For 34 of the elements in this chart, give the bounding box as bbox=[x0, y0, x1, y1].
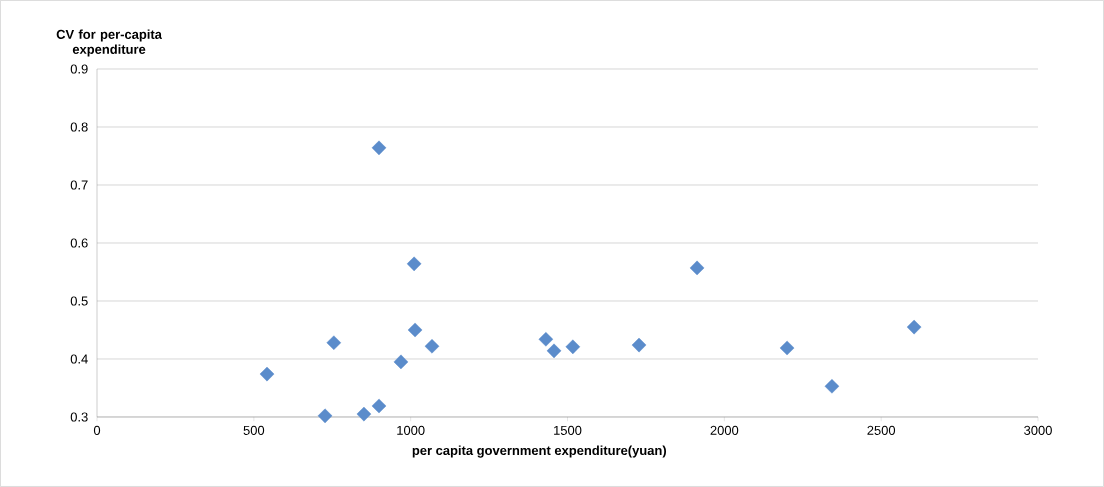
point bbox=[631, 337, 647, 353]
x-tick-label: 2500 bbox=[867, 425, 896, 435]
x-tick-label: 1000 bbox=[397, 425, 425, 435]
point bbox=[371, 140, 387, 156]
y-tick-label: 0.5 bbox=[70, 296, 88, 306]
y-tick-label: 0.8 bbox=[70, 122, 88, 132]
y-axis-title: CV for per-capita expenditure bbox=[56, 29, 162, 57]
point bbox=[371, 398, 387, 414]
point bbox=[906, 319, 922, 335]
x-axis-title: per capita government expenditure(yuan) bbox=[412, 445, 667, 458]
y-tick-label: 0.7 bbox=[70, 180, 88, 190]
x-tick-label: 3000 bbox=[1024, 425, 1052, 435]
x-tick-label: 2000 bbox=[710, 425, 739, 435]
y-tick-label: 0.4 bbox=[70, 354, 88, 364]
x-tick-label: 0 bbox=[93, 425, 101, 435]
point bbox=[407, 322, 423, 338]
point bbox=[689, 260, 705, 276]
point bbox=[259, 366, 275, 382]
y-tick-label: 0.6 bbox=[70, 238, 88, 248]
point bbox=[393, 354, 409, 370]
y-tick-label: 0.9 bbox=[70, 64, 88, 74]
point bbox=[406, 256, 422, 272]
point bbox=[317, 408, 333, 424]
point bbox=[565, 339, 581, 355]
y-tick-label: 0.3 bbox=[70, 412, 88, 422]
point bbox=[424, 338, 440, 354]
point bbox=[326, 335, 342, 351]
point bbox=[546, 343, 562, 359]
point bbox=[824, 378, 840, 394]
point bbox=[356, 406, 372, 422]
x-tick-label: 500 bbox=[243, 425, 265, 435]
point bbox=[538, 332, 554, 347]
x-tick-label: 1500 bbox=[554, 425, 582, 435]
point bbox=[779, 340, 795, 356]
